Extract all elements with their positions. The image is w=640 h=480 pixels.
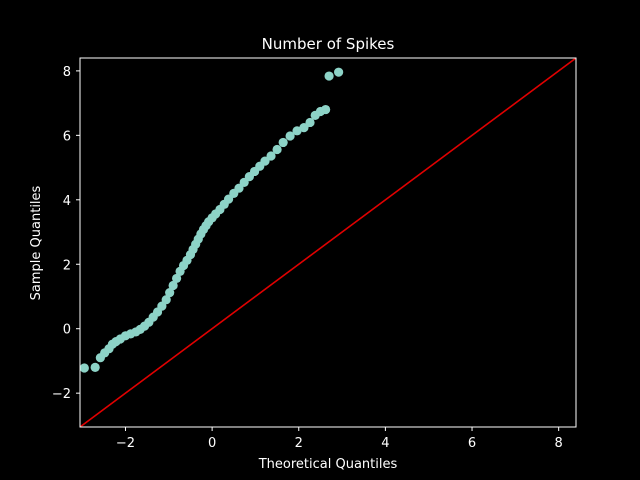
chart-title: Number of Spikes xyxy=(262,35,395,53)
y-tick-label: 6 xyxy=(63,129,71,144)
data-point xyxy=(292,126,302,136)
y-tick-label: 2 xyxy=(63,258,71,273)
x-axis: −2 0 2 4 6 8 xyxy=(116,427,563,451)
data-point xyxy=(172,273,182,284)
x-tick-label: 6 xyxy=(468,436,476,451)
x-tick-label: 2 xyxy=(295,436,303,451)
x-tick-label: −2 xyxy=(116,436,135,451)
data-point xyxy=(157,301,167,311)
y-tick-label: 0 xyxy=(63,323,71,338)
data-point xyxy=(260,156,270,166)
x-tick-label: 4 xyxy=(381,436,389,451)
data-point xyxy=(278,137,288,148)
data-point xyxy=(168,280,178,291)
y-axis-title: Sample Quantiles xyxy=(29,185,44,300)
data-point xyxy=(334,67,344,77)
y-axis: −2 0 2 4 6 8 xyxy=(52,65,80,402)
data-point xyxy=(165,288,175,298)
y-tick-label: 8 xyxy=(63,65,71,80)
x-axis-title: Theoretical Quantiles xyxy=(258,457,398,472)
data-point xyxy=(321,104,331,115)
data-point xyxy=(272,144,282,155)
data-point xyxy=(79,363,89,373)
x-tick-label: 8 xyxy=(555,436,563,451)
data-point xyxy=(266,151,276,161)
data-point xyxy=(285,131,295,141)
data-point xyxy=(324,71,334,81)
data-point xyxy=(305,117,315,128)
data-point xyxy=(299,123,309,133)
y-tick-label: 4 xyxy=(63,194,71,209)
reference-line xyxy=(80,58,576,427)
plot-area xyxy=(79,58,576,427)
x-tick-label: 0 xyxy=(208,436,216,451)
data-point xyxy=(161,295,171,305)
axes-frame xyxy=(79,57,577,428)
y-tick-label: −2 xyxy=(52,387,71,402)
data-point xyxy=(90,362,100,372)
